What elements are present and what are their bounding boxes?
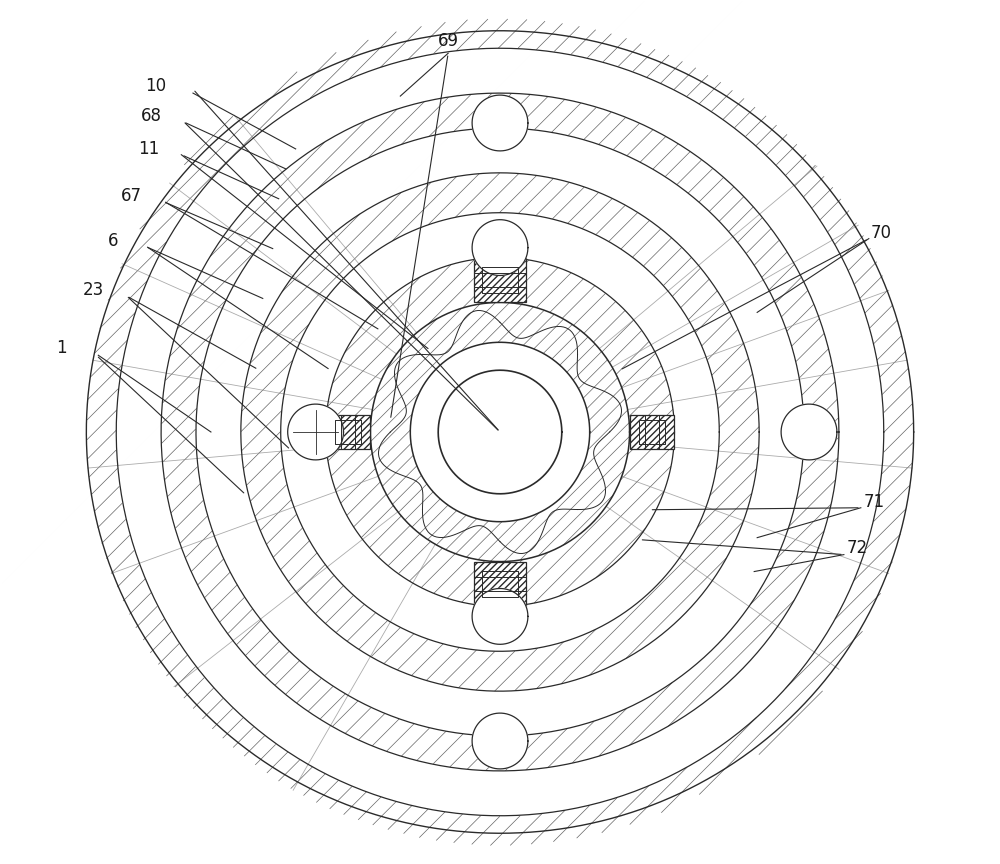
Text: 23: 23 <box>83 282 104 300</box>
Text: 1: 1 <box>56 340 67 358</box>
Circle shape <box>472 219 528 276</box>
Text: 72: 72 <box>846 538 867 556</box>
Circle shape <box>472 713 528 769</box>
Polygon shape <box>474 562 526 607</box>
Polygon shape <box>474 257 526 302</box>
Text: 70: 70 <box>870 224 891 242</box>
Circle shape <box>472 588 528 645</box>
Circle shape <box>472 95 528 151</box>
Text: 67: 67 <box>121 187 142 205</box>
Text: 10: 10 <box>146 77 167 95</box>
Text: 68: 68 <box>141 107 162 125</box>
Circle shape <box>288 404 344 460</box>
Text: 6: 6 <box>108 232 118 250</box>
Text: 71: 71 <box>863 492 884 511</box>
Polygon shape <box>630 415 674 449</box>
Polygon shape <box>326 415 370 449</box>
Circle shape <box>781 404 837 460</box>
Text: 69: 69 <box>438 32 459 50</box>
Text: 11: 11 <box>139 140 160 158</box>
